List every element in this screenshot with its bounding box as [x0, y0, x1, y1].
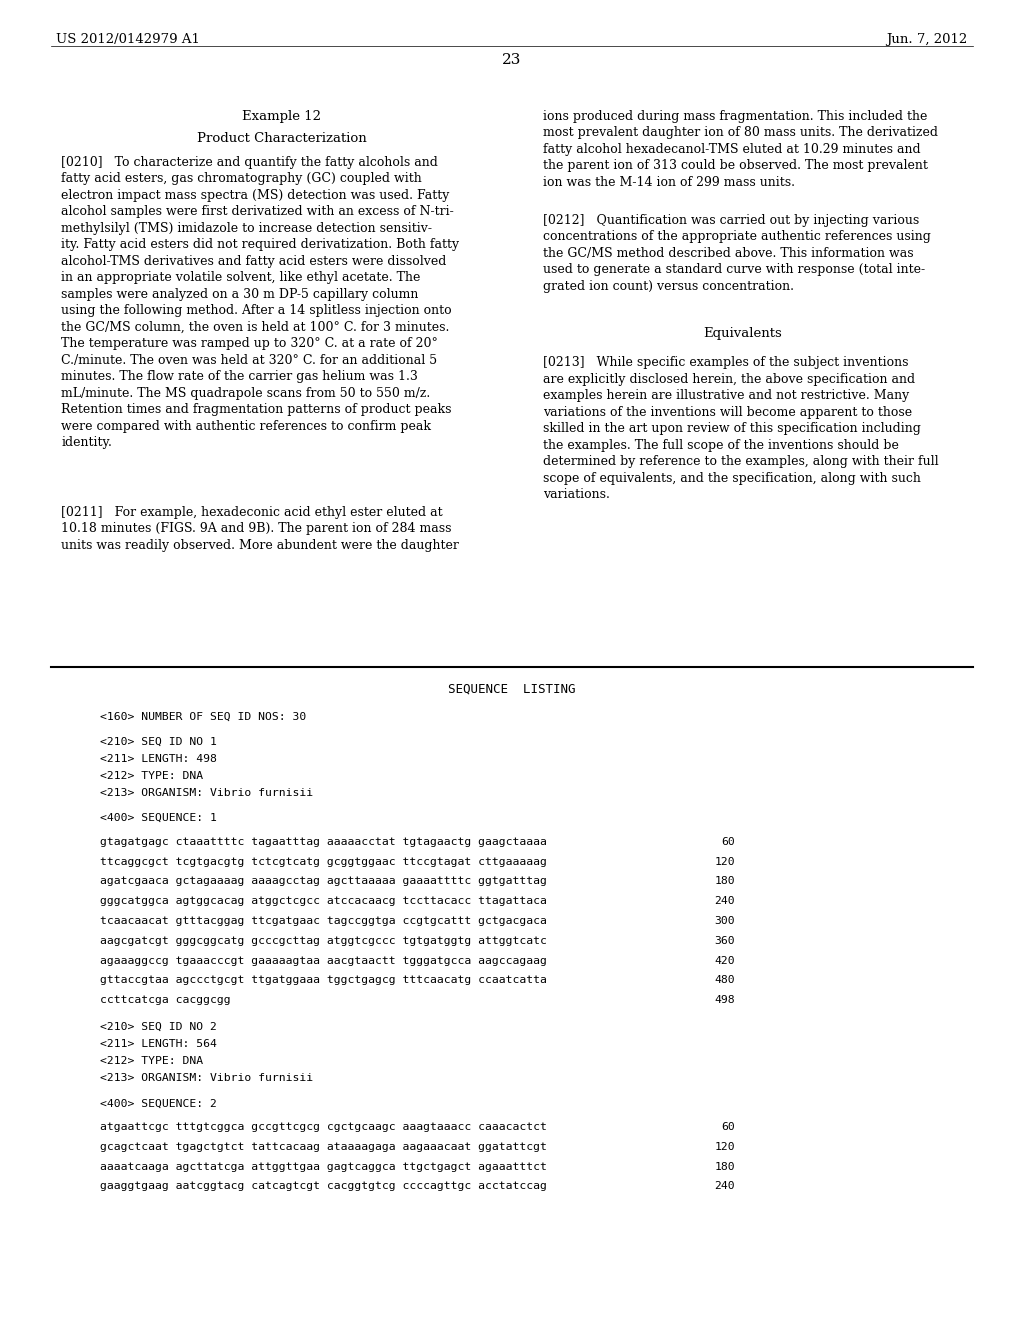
Text: US 2012/0142979 A1: US 2012/0142979 A1 — [56, 33, 201, 46]
Text: ions produced during mass fragmentation. This included the
most prevalent daught: ions produced during mass fragmentation.… — [543, 110, 938, 189]
Text: 180: 180 — [715, 1162, 735, 1172]
Text: 120: 120 — [715, 1142, 735, 1152]
Text: ttcaggcgct tcgtgacgtg tctcgtcatg gcggtggaac ttccgtagat cttgaaaaag: ttcaggcgct tcgtgacgtg tctcgtcatg gcggtgg… — [100, 857, 547, 867]
Text: atgaattcgc tttgtcggca gccgttcgcg cgctgcaagc aaagtaaacc caaacactct: atgaattcgc tttgtcggca gccgttcgcg cgctgca… — [100, 1122, 547, 1133]
Text: ccttcatcga cacggcgg: ccttcatcga cacggcgg — [100, 995, 231, 1006]
Text: agaaaggccg tgaaacccgt gaaaaagtaa aacgtaactt tgggatgcca aagccagaag: agaaaggccg tgaaacccgt gaaaaagtaa aacgtaa… — [100, 956, 547, 966]
Text: 240: 240 — [715, 896, 735, 907]
Text: <210> SEQ ID NO 2: <210> SEQ ID NO 2 — [100, 1022, 217, 1032]
Text: <211> LENGTH: 498: <211> LENGTH: 498 — [100, 754, 217, 764]
Text: gcagctcaat tgagctgtct tattcacaag ataaaagaga aagaaacaat ggatattcgt: gcagctcaat tgagctgtct tattcacaag ataaaag… — [100, 1142, 547, 1152]
Text: <212> TYPE: DNA: <212> TYPE: DNA — [100, 1056, 204, 1067]
Text: 300: 300 — [715, 916, 735, 927]
Text: Jun. 7, 2012: Jun. 7, 2012 — [887, 33, 968, 46]
Text: aagcgatcgt gggcggcatg gcccgcttag atggtcgccc tgtgatggtg attggtcatc: aagcgatcgt gggcggcatg gcccgcttag atggtcg… — [100, 936, 547, 946]
Text: 180: 180 — [715, 876, 735, 887]
Text: Product Characterization: Product Characterization — [197, 132, 367, 145]
Text: 60: 60 — [722, 1122, 735, 1133]
Text: 23: 23 — [503, 53, 521, 67]
Text: <211> LENGTH: 564: <211> LENGTH: 564 — [100, 1039, 217, 1049]
Text: gaaggtgaag aatcggtacg catcagtcgt cacggtgtcg ccccagttgc acctatccag: gaaggtgaag aatcggtacg catcagtcgt cacggtg… — [100, 1181, 547, 1192]
Text: aaaatcaaga agcttatcga attggttgaa gagtcaggca ttgctgagct agaaatttct: aaaatcaaga agcttatcga attggttgaa gagtcag… — [100, 1162, 547, 1172]
Text: 480: 480 — [715, 975, 735, 986]
Text: 240: 240 — [715, 1181, 735, 1192]
Text: <213> ORGANISM: Vibrio furnisii: <213> ORGANISM: Vibrio furnisii — [100, 788, 313, 799]
Text: 420: 420 — [715, 956, 735, 966]
Text: <400> SEQUENCE: 1: <400> SEQUENCE: 1 — [100, 813, 217, 824]
Text: [0213]   While specific examples of the subject inventions
are explicitly disclo: [0213] While specific examples of the su… — [543, 356, 938, 502]
Text: 498: 498 — [715, 995, 735, 1006]
Text: agatcgaaca gctagaaaag aaaagcctag agcttaaaaa gaaaattttc ggtgatttag: agatcgaaca gctagaaaag aaaagcctag agcttaa… — [100, 876, 547, 887]
Text: [0211]   For example, hexadeconic acid ethyl ester eluted at
10.18 minutes (FIGS: [0211] For example, hexadeconic acid eth… — [61, 506, 460, 552]
Text: SEQUENCE  LISTING: SEQUENCE LISTING — [449, 682, 575, 696]
Text: <160> NUMBER OF SEQ ID NOS: 30: <160> NUMBER OF SEQ ID NOS: 30 — [100, 711, 306, 722]
Text: tcaacaacat gtttacggag ttcgatgaac tagccggtga ccgtgcattt gctgacgaca: tcaacaacat gtttacggag ttcgatgaac tagccgg… — [100, 916, 547, 927]
Text: Equivalents: Equivalents — [703, 327, 781, 341]
Text: gttaccgtaa agccctgcgt ttgatggaaa tggctgagcg tttcaacatg ccaatcatta: gttaccgtaa agccctgcgt ttgatggaaa tggctga… — [100, 975, 547, 986]
Text: <213> ORGANISM: Vibrio furnisii: <213> ORGANISM: Vibrio furnisii — [100, 1073, 313, 1084]
Text: [0210]   To characterize and quantify the fatty alcohols and
fatty acid esters, : [0210] To characterize and quantify the … — [61, 156, 460, 449]
Text: 360: 360 — [715, 936, 735, 946]
Text: 120: 120 — [715, 857, 735, 867]
Text: gtagatgagc ctaaattttc tagaatttag aaaaacctat tgtagaactg gaagctaaaa: gtagatgagc ctaaattttc tagaatttag aaaaacc… — [100, 837, 547, 847]
Text: Example 12: Example 12 — [242, 110, 322, 123]
Text: [0212]   Quantification was carried out by injecting various
concentrations of t: [0212] Quantification was carried out by… — [543, 214, 931, 293]
Text: <400> SEQUENCE: 2: <400> SEQUENCE: 2 — [100, 1098, 217, 1109]
Text: 60: 60 — [722, 837, 735, 847]
Text: <210> SEQ ID NO 1: <210> SEQ ID NO 1 — [100, 737, 217, 747]
Text: gggcatggca agtggcacag atggctcgcc atccacaacg tccttacacc ttagattaca: gggcatggca agtggcacag atggctcgcc atccaca… — [100, 896, 547, 907]
Text: <212> TYPE: DNA: <212> TYPE: DNA — [100, 771, 204, 781]
